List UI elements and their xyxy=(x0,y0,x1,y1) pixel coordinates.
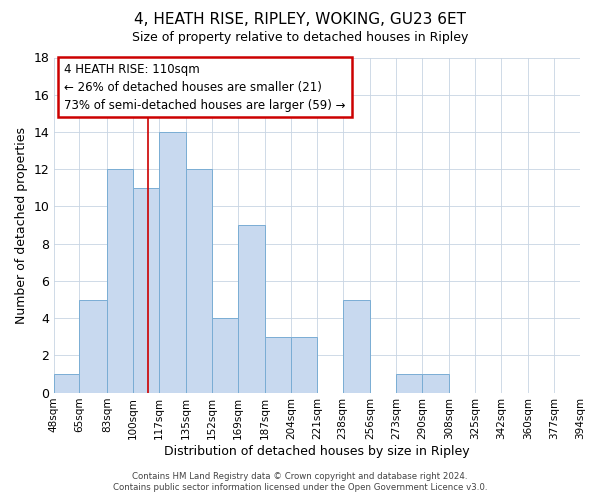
Bar xyxy=(158,132,186,392)
Bar xyxy=(238,225,265,392)
Bar xyxy=(291,337,317,392)
Bar xyxy=(53,374,79,392)
Bar xyxy=(79,300,107,392)
Y-axis label: Number of detached properties: Number of detached properties xyxy=(15,126,28,324)
Text: Size of property relative to detached houses in Ripley: Size of property relative to detached ho… xyxy=(132,31,468,44)
Bar xyxy=(212,318,238,392)
X-axis label: Distribution of detached houses by size in Ripley: Distribution of detached houses by size … xyxy=(164,444,470,458)
Text: 4, HEATH RISE, RIPLEY, WOKING, GU23 6ET: 4, HEATH RISE, RIPLEY, WOKING, GU23 6ET xyxy=(134,12,466,28)
Bar xyxy=(396,374,422,392)
Text: 4 HEATH RISE: 110sqm
← 26% of detached houses are smaller (21)
73% of semi-detac: 4 HEATH RISE: 110sqm ← 26% of detached h… xyxy=(64,62,346,112)
Bar xyxy=(107,169,133,392)
Bar xyxy=(343,300,370,392)
Bar xyxy=(186,169,212,392)
Bar xyxy=(265,337,291,392)
Bar xyxy=(422,374,449,392)
Bar xyxy=(133,188,158,392)
Text: Contains HM Land Registry data © Crown copyright and database right 2024.
Contai: Contains HM Land Registry data © Crown c… xyxy=(113,472,487,492)
